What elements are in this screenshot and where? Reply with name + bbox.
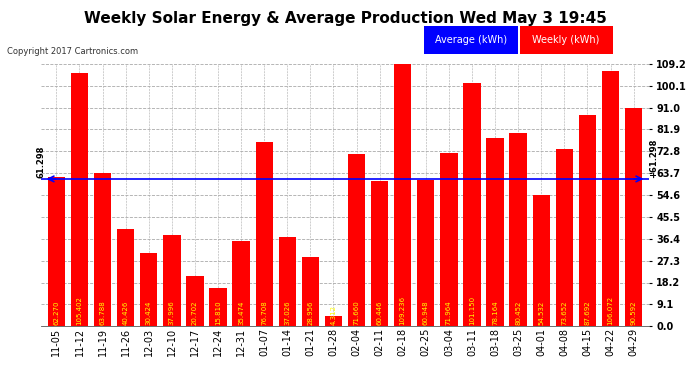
Bar [186, 276, 204, 326]
Text: 4.312: 4.312 [331, 305, 337, 325]
Bar [117, 229, 135, 326]
Bar [302, 256, 319, 326]
Bar [348, 154, 365, 326]
Bar [602, 71, 619, 326]
Text: 60.948: 60.948 [423, 300, 428, 325]
Bar [463, 83, 481, 326]
Bar [255, 142, 273, 326]
Text: 28.956: 28.956 [307, 300, 313, 325]
Bar [371, 181, 388, 326]
Text: 30.424: 30.424 [146, 301, 152, 325]
Bar [417, 180, 435, 326]
Text: 76.708: 76.708 [262, 300, 267, 325]
Text: 80.452: 80.452 [515, 301, 521, 325]
Text: 61.298: 61.298 [37, 146, 46, 178]
Text: 71.964: 71.964 [446, 300, 452, 325]
Bar [440, 153, 457, 326]
Bar [555, 149, 573, 326]
Text: 63.788: 63.788 [99, 300, 106, 325]
Text: 20.702: 20.702 [192, 300, 198, 325]
Bar [279, 237, 296, 326]
Bar [94, 173, 111, 326]
Bar [325, 316, 342, 326]
Bar [71, 73, 88, 326]
Text: 87.692: 87.692 [584, 300, 591, 325]
Text: Average (kWh): Average (kWh) [435, 35, 507, 45]
Text: Weekly Solar Energy & Average Production Wed May 3 19:45: Weekly Solar Energy & Average Production… [83, 11, 607, 26]
Bar [509, 133, 526, 326]
Bar [48, 177, 65, 326]
Text: 35.474: 35.474 [238, 301, 244, 325]
Text: 40.426: 40.426 [123, 301, 128, 325]
Text: 106.072: 106.072 [607, 296, 613, 325]
Text: 37.026: 37.026 [284, 300, 290, 325]
Bar [579, 116, 596, 326]
Text: 109.236: 109.236 [400, 296, 406, 325]
Text: 71.660: 71.660 [353, 300, 359, 325]
Bar [533, 195, 550, 326]
Text: 54.532: 54.532 [538, 301, 544, 325]
Text: 90.592: 90.592 [631, 300, 637, 325]
Text: Weekly (kWh): Weekly (kWh) [533, 35, 600, 45]
Text: 62.270: 62.270 [53, 300, 59, 325]
Bar [164, 235, 181, 326]
Text: 101.150: 101.150 [469, 296, 475, 325]
Text: Copyright 2017 Cartronics.com: Copyright 2017 Cartronics.com [7, 47, 138, 56]
Text: 78.164: 78.164 [492, 300, 498, 325]
Bar [140, 253, 157, 326]
Text: 15.810: 15.810 [215, 300, 221, 325]
Bar [486, 138, 504, 326]
Text: 73.652: 73.652 [562, 300, 567, 325]
Bar [394, 64, 411, 326]
Bar [625, 108, 642, 326]
Text: 37.996: 37.996 [169, 300, 175, 325]
Bar [209, 288, 227, 326]
Text: 105.402: 105.402 [77, 296, 83, 325]
Bar [233, 241, 250, 326]
Text: 60.446: 60.446 [377, 300, 383, 325]
Text: +61.298: +61.298 [649, 138, 658, 178]
